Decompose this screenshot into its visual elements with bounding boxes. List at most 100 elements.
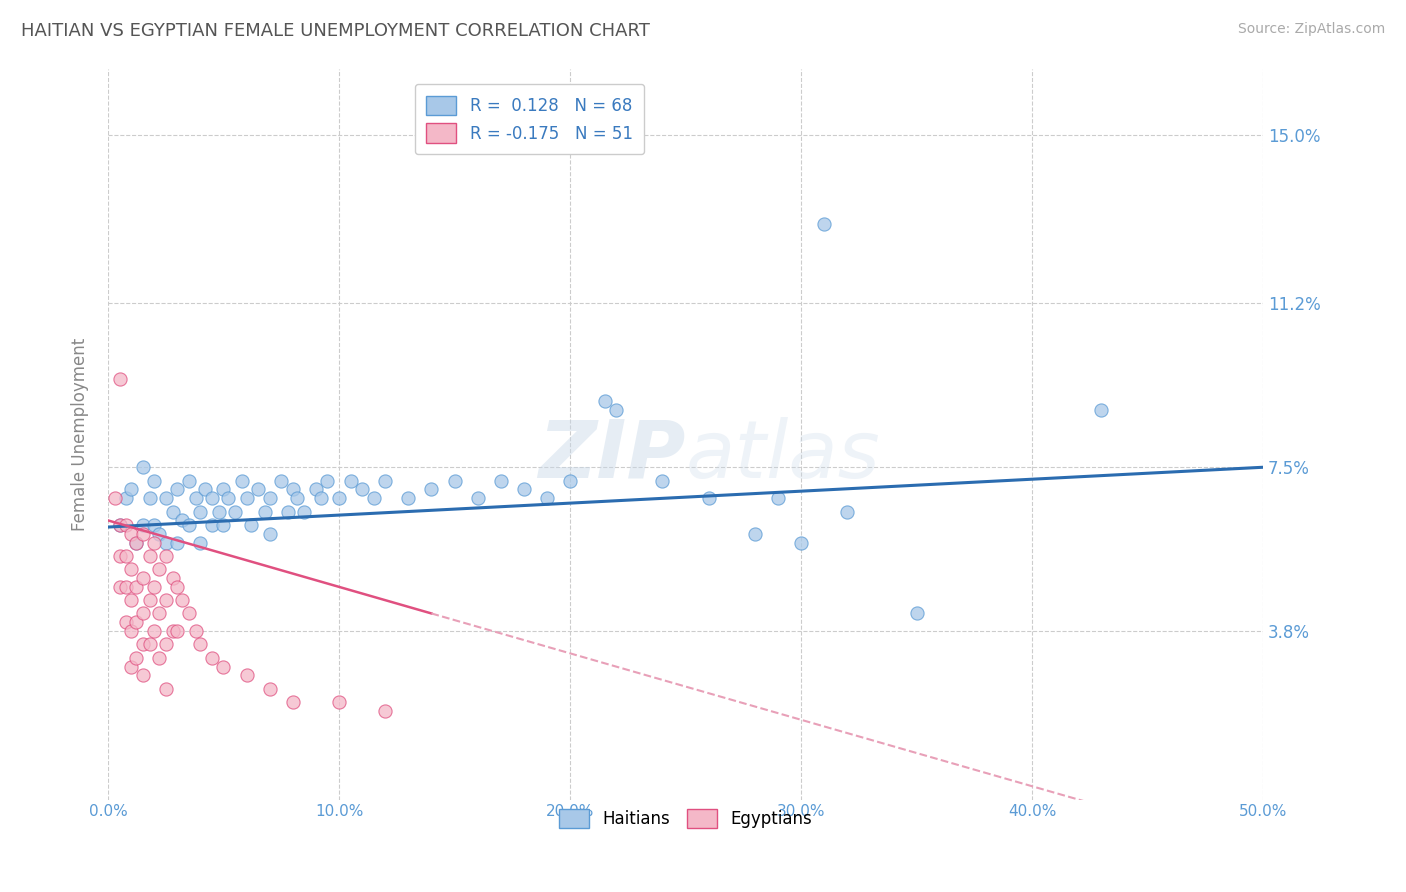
Point [125, 580, 148, 594]
Point [108, 371, 131, 385]
Point [131, 571, 153, 585]
Point [148, 607, 170, 621]
Y-axis label: Female Unemployment: Female Unemployment [72, 337, 89, 531]
Point [108, 517, 131, 532]
Point [162, 504, 184, 518]
Point [374, 474, 396, 488]
Point [328, 695, 350, 709]
Point [201, 491, 224, 506]
Point [120, 659, 142, 673]
Text: ZIP: ZIP [538, 417, 686, 495]
Point [104, 491, 127, 506]
Point [201, 650, 224, 665]
Point [143, 474, 166, 488]
Point [277, 504, 299, 518]
Point [177, 517, 200, 532]
Point [115, 580, 138, 594]
Point [125, 650, 148, 665]
Point [143, 517, 166, 532]
Point [489, 474, 512, 488]
Point [166, 580, 188, 594]
Text: atlas: atlas [686, 417, 880, 495]
Point [143, 580, 166, 594]
Point [125, 535, 148, 549]
Point [309, 491, 332, 506]
Point [138, 637, 160, 651]
Point [536, 491, 558, 506]
Point [224, 504, 246, 518]
Point [231, 474, 253, 488]
Point [766, 491, 789, 506]
Point [166, 483, 188, 497]
Point [212, 517, 235, 532]
Point [155, 681, 177, 696]
Point [177, 607, 200, 621]
Point [259, 681, 281, 696]
Point [170, 593, 193, 607]
Point [155, 549, 177, 563]
Point [125, 615, 148, 630]
Point [162, 624, 184, 639]
Point [190, 535, 212, 549]
Point [292, 504, 315, 518]
Point [813, 217, 835, 231]
Point [1090, 402, 1112, 417]
Point [120, 526, 142, 541]
Point [208, 504, 231, 518]
Point [270, 474, 292, 488]
Point [513, 483, 536, 497]
Point [115, 549, 138, 563]
Point [131, 460, 153, 475]
Point [148, 562, 170, 576]
Point [155, 491, 177, 506]
Point [363, 491, 385, 506]
Text: Source: ZipAtlas.com: Source: ZipAtlas.com [1237, 22, 1385, 37]
Point [744, 526, 766, 541]
Point [287, 491, 309, 506]
Point [131, 607, 153, 621]
Point [131, 637, 153, 651]
Point [131, 668, 153, 682]
Point [212, 483, 235, 497]
Point [697, 491, 720, 506]
Point [115, 491, 138, 506]
Point [131, 517, 153, 532]
Point [143, 535, 166, 549]
Point [235, 668, 257, 682]
Point [651, 474, 673, 488]
Point [467, 491, 489, 506]
Point [148, 650, 170, 665]
Point [138, 593, 160, 607]
Point [108, 549, 131, 563]
Point [905, 607, 928, 621]
Point [138, 491, 160, 506]
Point [217, 491, 239, 506]
Point [120, 562, 142, 576]
Point [420, 483, 443, 497]
Point [790, 535, 813, 549]
Point [190, 637, 212, 651]
Point [558, 474, 581, 488]
Text: HAITIAN VS EGYPTIAN FEMALE UNEMPLOYMENT CORRELATION CHART: HAITIAN VS EGYPTIAN FEMALE UNEMPLOYMENT … [21, 22, 650, 40]
Point [143, 624, 166, 639]
Point [115, 615, 138, 630]
Legend: Haitians, Egyptians: Haitians, Egyptians [553, 803, 818, 835]
Point [115, 517, 138, 532]
Point [108, 580, 131, 594]
Point [837, 504, 859, 518]
Point [166, 624, 188, 639]
Point [281, 695, 304, 709]
Point [155, 637, 177, 651]
Point [328, 491, 350, 506]
Point [184, 491, 207, 506]
Point [148, 526, 170, 541]
Point [131, 526, 153, 541]
Point [170, 513, 193, 527]
Point [247, 483, 270, 497]
Point [254, 504, 277, 518]
Point [281, 483, 304, 497]
Point [259, 491, 281, 506]
Point [212, 659, 235, 673]
Point [443, 474, 465, 488]
Point [352, 483, 374, 497]
